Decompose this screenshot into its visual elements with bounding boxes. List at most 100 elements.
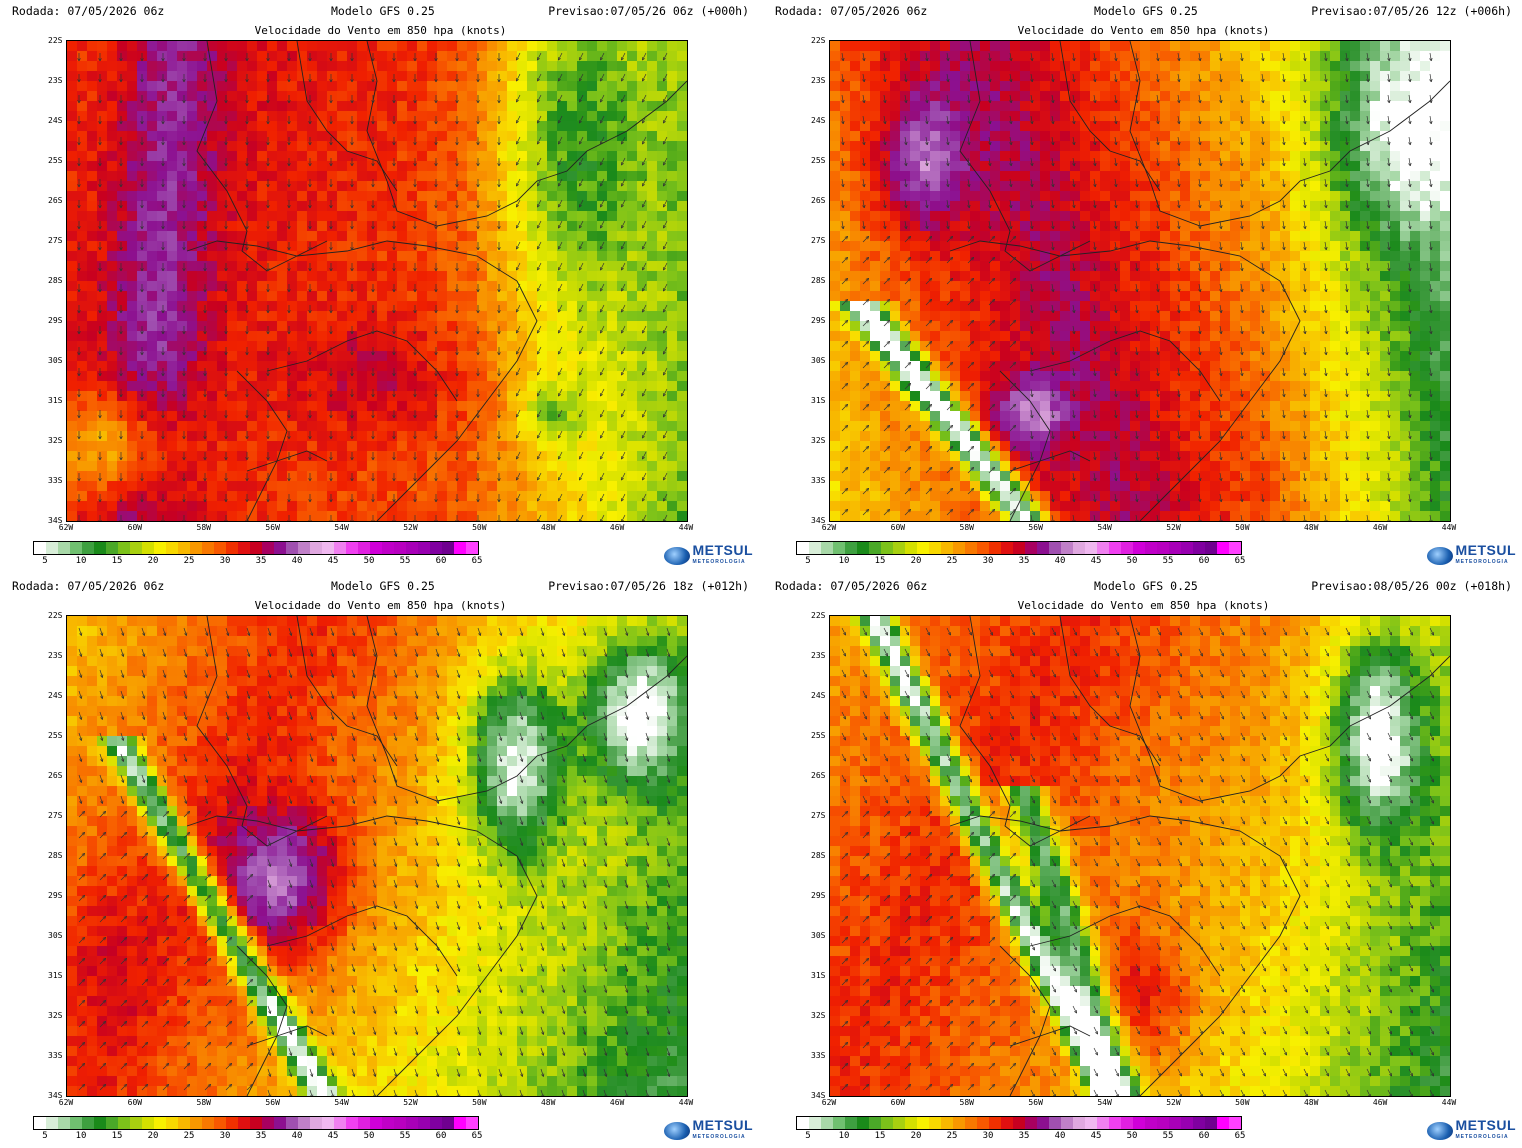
- latitude-label: 24S: [48, 691, 62, 700]
- colorbar-tick-label: 15: [875, 556, 886, 566]
- longitude-label: 62W: [822, 1098, 836, 1107]
- colorbar-swatch: [466, 542, 478, 554]
- colorbar-swatch: [394, 1117, 406, 1129]
- colorbar-tick-label: 20: [148, 556, 159, 566]
- colorbar: [33, 1116, 479, 1130]
- colorbar-swatch: [214, 542, 226, 554]
- colorbar-swatch: [1097, 542, 1109, 554]
- latitude-label: 30S: [811, 356, 825, 365]
- colorbar-tick-label: 45: [1091, 1131, 1102, 1141]
- colorbar-swatch: [106, 1117, 118, 1129]
- latitude-label: 26S: [48, 771, 62, 780]
- colorbar-swatch: [1181, 1117, 1193, 1129]
- colorbar-swatch: [1181, 542, 1193, 554]
- colorbar-tick-label: 40: [292, 1131, 303, 1141]
- colorbar-swatch: [905, 542, 917, 554]
- colorbar-tick-label: 25: [947, 1131, 958, 1141]
- colorbar-swatch: [70, 1117, 82, 1129]
- colorbar-swatch: [977, 1117, 989, 1129]
- map-subtitle: Velocidade do Vento em 850 hpa (knots): [763, 599, 1522, 612]
- colorbar-swatch: [418, 1117, 430, 1129]
- colorbar-swatch: [358, 1117, 370, 1129]
- colorbar-tick-label: 25: [184, 556, 195, 566]
- longitude-label: 44W: [1442, 523, 1456, 532]
- longitude-label: 60W: [891, 1098, 905, 1107]
- longitude-label: 48W: [1304, 523, 1318, 532]
- latitude-label: 31S: [48, 396, 62, 405]
- colorbar-tick-label: 20: [911, 556, 922, 566]
- longitude-label: 58W: [197, 1098, 211, 1107]
- longitude-label: 58W: [960, 523, 974, 532]
- colorbar-swatch: [845, 542, 857, 554]
- longitude-label: 48W: [541, 1098, 555, 1107]
- colorbar-tick-label: 30: [220, 556, 231, 566]
- colorbar-swatch: [1169, 542, 1181, 554]
- colorbar-tick-label: 10: [839, 556, 850, 566]
- latitude-label: 24S: [48, 116, 62, 125]
- colorbar-swatch: [142, 542, 154, 554]
- latitude-label: 26S: [48, 196, 62, 205]
- latitude-label: 28S: [811, 276, 825, 285]
- run-label: Rodada: 07/05/2026 06z: [775, 4, 927, 18]
- colorbar-tick-label: 55: [1163, 556, 1174, 566]
- colorbar-swatch: [1109, 542, 1121, 554]
- latitude-label: 32S: [48, 1011, 62, 1020]
- longitude-label: 46W: [610, 1098, 624, 1107]
- colorbar-swatch: [334, 1117, 346, 1129]
- logo-tagline: METEOROLOGIA: [1455, 556, 1516, 568]
- latitude-label: 23S: [811, 651, 825, 660]
- latitude-label: 30S: [811, 931, 825, 940]
- colorbar-swatch: [226, 1117, 238, 1129]
- globe-icon: [1427, 547, 1453, 565]
- colorbar-swatch: [82, 542, 94, 554]
- colorbar: [796, 541, 1242, 555]
- colorbar-swatch: [262, 1117, 274, 1129]
- colorbar-swatch: [298, 1117, 310, 1129]
- colorbar-swatch: [797, 1117, 809, 1129]
- colorbar-swatch: [262, 542, 274, 554]
- longitude-label: 60W: [891, 523, 905, 532]
- colorbar-swatch: [833, 542, 845, 554]
- latitude-label: 26S: [811, 196, 825, 205]
- colorbar-swatch: [370, 542, 382, 554]
- longitude-label: 50W: [472, 523, 486, 532]
- longitude-label: 48W: [1304, 1098, 1318, 1107]
- colorbar-swatch: [941, 1117, 953, 1129]
- colorbar-tick-label: 50: [1127, 1131, 1138, 1141]
- colorbar-tick-label: 10: [76, 1131, 87, 1141]
- colorbar-swatch: [809, 542, 821, 554]
- wind-speed-map: [66, 40, 688, 522]
- colorbar-tick-label: 40: [1055, 556, 1066, 566]
- latitude-label: 23S: [811, 76, 825, 85]
- colorbar-swatch: [202, 1117, 214, 1129]
- longitude-label: 44W: [1442, 1098, 1456, 1107]
- colorbar-swatch: [466, 1117, 478, 1129]
- colorbar-swatch: [953, 1117, 965, 1129]
- colorbar-tick-label: 60: [1199, 1131, 1210, 1141]
- colorbar-swatch: [1073, 1117, 1085, 1129]
- latitude-label: 29S: [811, 316, 825, 325]
- colorbar: [796, 1116, 1242, 1130]
- wind-speed-map: [829, 40, 1451, 522]
- longitude-label: 50W: [1235, 523, 1249, 532]
- colorbar-swatch: [58, 1117, 70, 1129]
- logo-tagline: METEOROLOGIA: [692, 556, 753, 568]
- latitude-label: 29S: [48, 891, 62, 900]
- colorbar-swatch: [797, 542, 809, 554]
- colorbar-swatch: [34, 1117, 46, 1129]
- colorbar-swatch: [1025, 1117, 1037, 1129]
- colorbar-tick-label: 15: [875, 1131, 886, 1141]
- map-subtitle: Velocidade do Vento em 850 hpa (knots): [0, 24, 761, 37]
- colorbar-swatch: [346, 542, 358, 554]
- longitude-label: 62W: [59, 523, 73, 532]
- colorbar-swatch: [370, 1117, 382, 1129]
- latitude-label: 22S: [48, 36, 62, 45]
- colorbar-swatch: [58, 542, 70, 554]
- latitude-label: 33S: [811, 476, 825, 485]
- colorbar-swatch: [1025, 542, 1037, 554]
- colorbar-swatch: [130, 1117, 142, 1129]
- colorbar-swatch: [977, 542, 989, 554]
